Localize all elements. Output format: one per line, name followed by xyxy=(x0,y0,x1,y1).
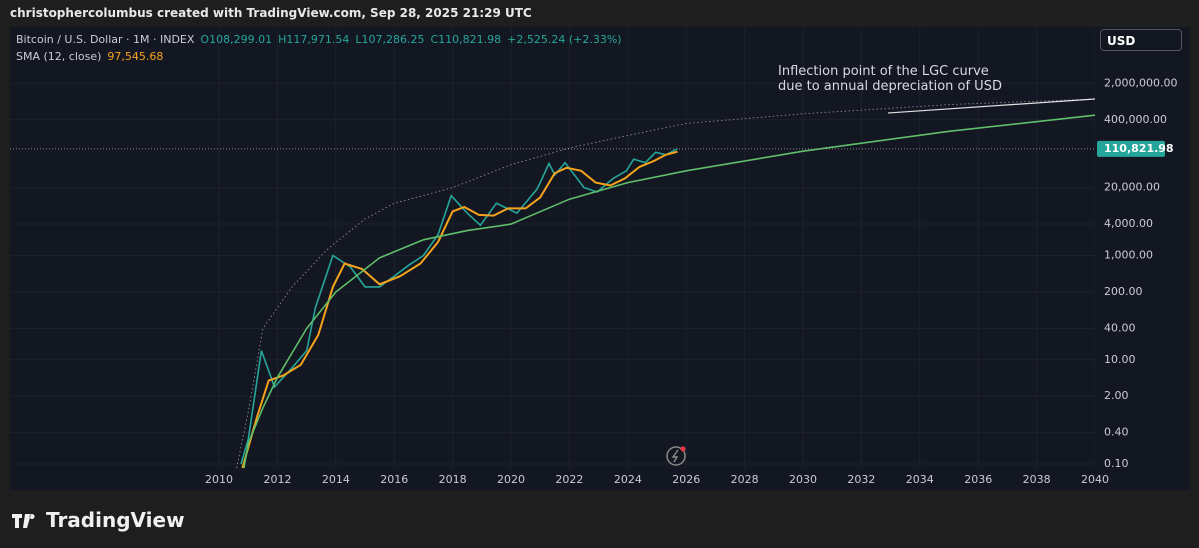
y-tick-label: 1,000.00 xyxy=(1104,248,1153,261)
y-tick-label: 4,000.00 xyxy=(1104,217,1153,230)
x-tick-label: 2016 xyxy=(380,473,408,486)
series-line xyxy=(241,150,678,469)
y-tick-label: 200.00 xyxy=(1104,285,1143,298)
currency-button[interactable]: USD xyxy=(1100,29,1182,51)
ohlc-high: H117,971.54 xyxy=(278,33,350,46)
y-tick-label: 40.00 xyxy=(1104,321,1136,334)
indicator: SMA (12, close) xyxy=(16,50,102,63)
y-tick-label: 20,000.00 xyxy=(1104,181,1160,194)
attribution: christophercolumbus created with Trading… xyxy=(10,6,532,20)
ohlc-close: C110,821.98 xyxy=(430,33,502,46)
x-tick-label: 2024 xyxy=(614,473,642,486)
x-tick-label: 2030 xyxy=(789,473,817,486)
chart-bg xyxy=(10,27,1190,490)
event-dot xyxy=(680,446,686,452)
y-tick-label: 400,000.00 xyxy=(1104,113,1167,126)
ohlc-open: O108,299.01 xyxy=(200,33,273,46)
y-tick-label: 0.10 xyxy=(1104,457,1129,470)
x-tick-label: 2012 xyxy=(263,473,291,486)
x-tick-label: 2026 xyxy=(672,473,700,486)
axes: 0.10 0.40 2.00 10.00 40.00 200.00 1,000.00 4,00… xyxy=(205,76,1177,486)
x-tick-label: 2014 xyxy=(322,473,350,486)
x-tick-label: 2038 xyxy=(1023,473,1051,486)
x-tick-label: 2018 xyxy=(439,473,467,486)
x-tick-label: 2036 xyxy=(964,473,992,486)
y-tick-label: 2,000,000.00 xyxy=(1104,76,1177,89)
x-tick-label: 2020 xyxy=(497,473,525,486)
brand: TradingView xyxy=(46,508,185,532)
brand-logo xyxy=(12,514,35,528)
indicator-row[interactable]: SMA (12, close) 97,545.68 xyxy=(16,50,163,63)
series-line xyxy=(243,114,1096,469)
x-tick-label: 2032 xyxy=(847,473,875,486)
symbol: Bitcoin / U.S. Dollar · 1M · INDEX xyxy=(16,33,195,46)
y-tick-label: 2.00 xyxy=(1104,389,1129,402)
x-tick-label: 2022 xyxy=(555,473,583,486)
event-icon[interactable] xyxy=(666,446,686,466)
y-tick-label: 10.00 xyxy=(1104,353,1136,366)
annotation-line: due to annual depreciation of USD xyxy=(778,79,1002,94)
plot xyxy=(10,28,1096,469)
ohlc-low: L107,286.25 xyxy=(355,33,425,46)
drawing-line xyxy=(887,98,1096,114)
annotation: Inflection point of the LGC curve due to… xyxy=(778,64,1002,94)
series-line xyxy=(240,148,678,465)
axis-panel xyxy=(1095,27,1190,490)
x-tick-label: 2034 xyxy=(906,473,934,486)
last-price-label: 110,821.98 xyxy=(1104,142,1174,155)
x-tick-label: 2028 xyxy=(731,473,759,486)
annotation-line: Inflection point of the LGC curve xyxy=(778,64,989,79)
x-tick-label: 2040 xyxy=(1081,473,1109,486)
x-tick-label: 2010 xyxy=(205,473,233,486)
change: +2,525.24 (+2.33%) xyxy=(507,33,622,46)
last-price-box xyxy=(1097,140,1165,157)
y-tick-label: 0.40 xyxy=(1104,426,1129,439)
event-bolt xyxy=(671,449,679,463)
indicator-value: 97,545.68 xyxy=(107,50,164,63)
legend-row: Bitcoin / U.S. Dollar · 1M · INDEX O108,… xyxy=(16,33,622,46)
